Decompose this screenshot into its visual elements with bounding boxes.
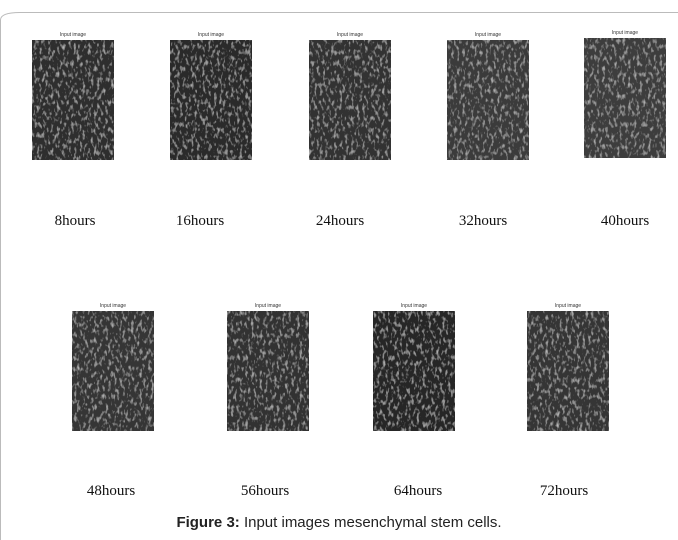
panel-title: Input image bbox=[198, 32, 224, 38]
panel-title: Input image bbox=[475, 32, 501, 38]
cell-image bbox=[170, 40, 252, 160]
panel-label: 32hours bbox=[459, 213, 507, 229]
caption: Figure 3: Input images mesenchymal stem … bbox=[0, 514, 678, 531]
panels: Input image 8hours Input image 16hours Input… bbox=[32, 30, 666, 499]
panel-title: Input image bbox=[401, 303, 427, 309]
panel-label: 72hours bbox=[540, 483, 588, 499]
panel-label: 24hours bbox=[316, 213, 364, 229]
cell-image bbox=[447, 40, 529, 160]
panel-title: Input image bbox=[612, 30, 638, 36]
panel-title: Input image bbox=[555, 303, 581, 309]
panel-label: 48hours bbox=[87, 483, 135, 499]
cell-image bbox=[527, 311, 609, 431]
panel-title: Input image bbox=[100, 303, 126, 309]
figure: Input image 8hours Input image 16hours Input… bbox=[0, 0, 678, 540]
cell-image bbox=[72, 311, 154, 431]
cell-image bbox=[584, 38, 666, 158]
panel-title: Input image bbox=[337, 32, 363, 38]
cell-image bbox=[309, 40, 391, 160]
panel-label: 56hours bbox=[241, 483, 289, 499]
cell-image bbox=[227, 311, 309, 431]
panel-title: Input image bbox=[255, 303, 281, 309]
cell-image bbox=[373, 311, 455, 431]
panel-label: 40hours bbox=[601, 213, 649, 229]
panel-label: 8hours bbox=[55, 213, 96, 229]
cell-image bbox=[32, 40, 114, 160]
panel-label: 64hours bbox=[394, 483, 442, 499]
panel-title: Input image bbox=[60, 32, 86, 38]
caption-text: Input images mesenchymal stem cells. bbox=[244, 514, 502, 531]
caption-label: Figure 3: bbox=[176, 514, 239, 531]
panel-label: 16hours bbox=[176, 213, 224, 229]
figure-page: Input image 8hours Input image 16hours Input… bbox=[0, 0, 678, 540]
